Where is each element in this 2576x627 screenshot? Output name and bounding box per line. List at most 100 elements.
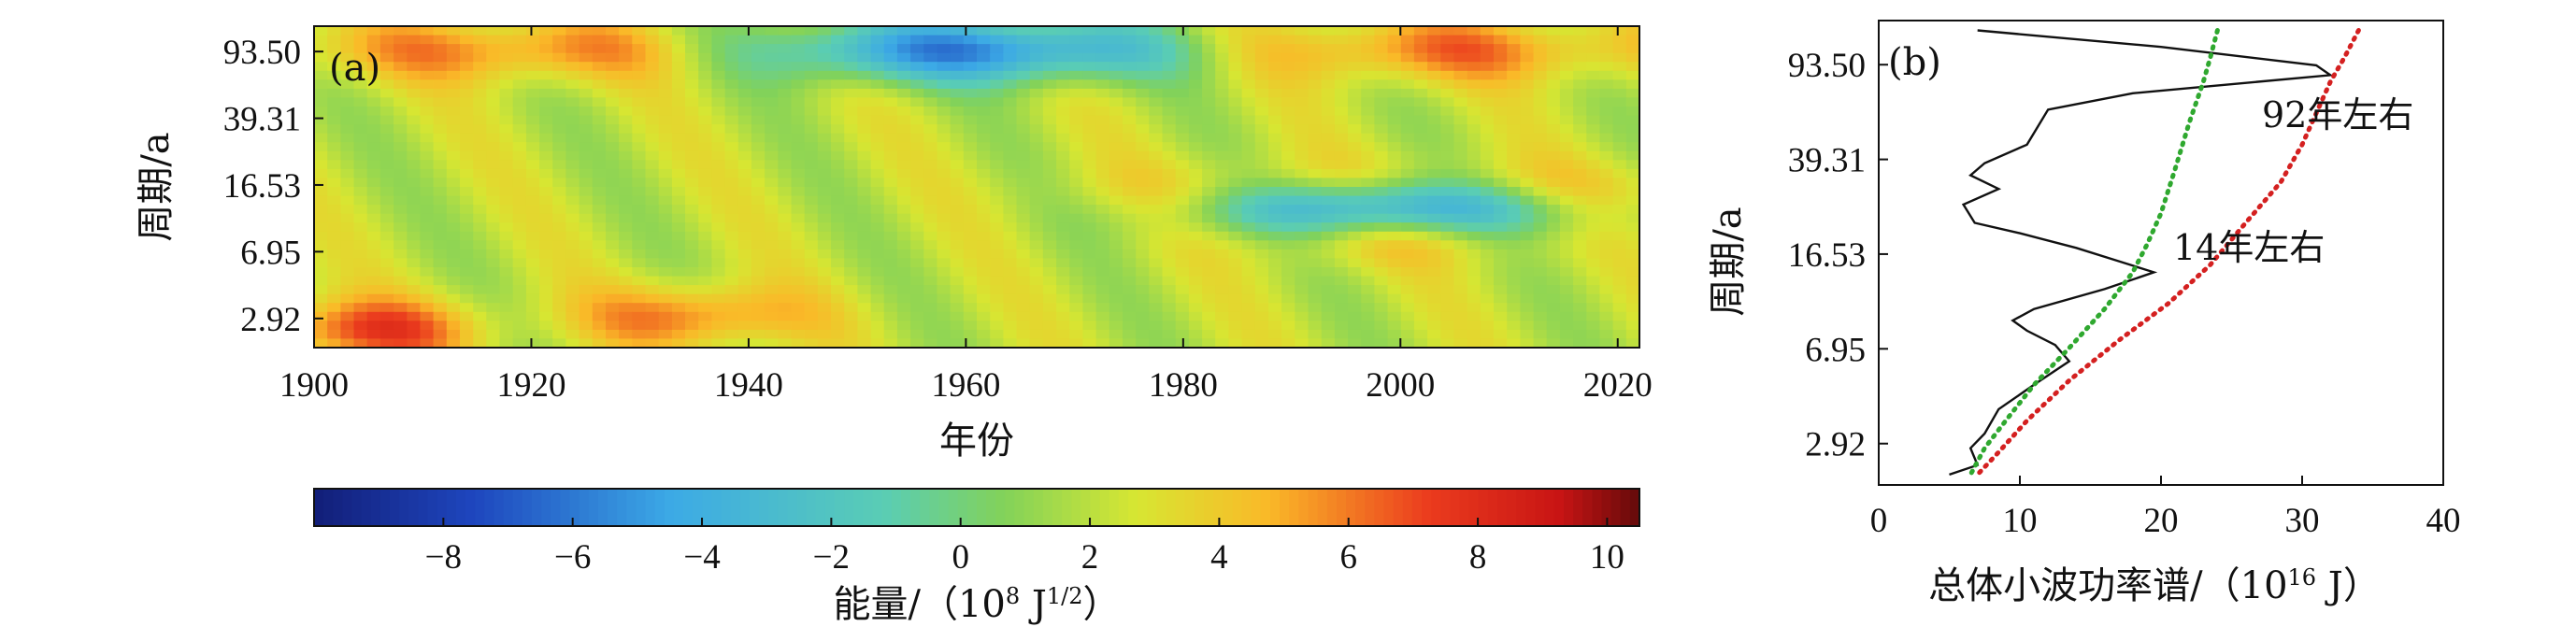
- heatmap-cell: [1533, 168, 1548, 179]
- heatmap-cell: [724, 267, 739, 278]
- heatmap-cell: [1507, 187, 1521, 197]
- heatmap-cell: [844, 240, 858, 250]
- heatmap-cell: [1016, 338, 1031, 348]
- heatmap-cell: [658, 249, 673, 260]
- heatmap-cell: [1559, 303, 1574, 313]
- heatmap-cell: [990, 276, 1004, 286]
- heatmap-cell: [658, 88, 673, 99]
- heatmap-cell: [1202, 293, 1216, 304]
- heatmap-cell: [1268, 44, 1282, 54]
- heatmap-cell: [1387, 160, 1402, 170]
- heatmap-cell: [1334, 205, 1349, 215]
- heatmap-cell: [977, 97, 991, 107]
- heatmap-cell: [1400, 338, 1415, 348]
- heatmap-cell: [724, 52, 739, 63]
- heatmap-cell: [1348, 97, 1362, 107]
- heatmap-cell: [353, 303, 368, 313]
- heatmap-cell: [658, 311, 673, 321]
- heatmap-cell: [1348, 124, 1362, 135]
- panel-a-frame: [313, 25, 1640, 349]
- heatmap-cell: [606, 52, 620, 63]
- heatmap-cell: [1374, 35, 1389, 45]
- heatmap-cell: [751, 187, 766, 197]
- heatmap-cell: [1387, 213, 1402, 223]
- heatmap-cell: [711, 52, 726, 63]
- heatmap-cell: [1136, 44, 1150, 54]
- heatmap-cell: [353, 70, 368, 80]
- heatmap-cell: [1427, 303, 1441, 313]
- heatmap-cell: [1162, 178, 1177, 188]
- heatmap-cell: [1520, 205, 1535, 215]
- heatmap-cell: [1188, 52, 1203, 63]
- heatmap-cell: [1109, 195, 1123, 206]
- heatmap-cell: [1573, 133, 1587, 143]
- heatmap-cell: [592, 321, 607, 331]
- heatmap-cell: [486, 133, 501, 143]
- heatmap-cell: [1042, 52, 1057, 63]
- heatmap-cell: [353, 249, 368, 260]
- heatmap-cell: [433, 267, 448, 278]
- heatmap-cell: [870, 70, 885, 80]
- heatmap-cell: [937, 329, 952, 340]
- heatmap-cell: [1016, 70, 1031, 80]
- heatmap-cell: [619, 115, 633, 125]
- heatmap-cell: [407, 62, 422, 72]
- heatmap-cell: [645, 133, 660, 143]
- heatmap-cell: [327, 285, 341, 295]
- heatmap-cells: [314, 26, 1639, 348]
- heatmap-cell: [539, 35, 553, 45]
- heatmap-cell: [963, 142, 978, 152]
- heatmap-cell: [857, 258, 872, 268]
- heatmap-cell: [1533, 293, 1548, 304]
- heatmap-cell: [923, 168, 938, 179]
- heatmap-cell: [1321, 240, 1336, 250]
- heatmap-cell: [446, 240, 461, 250]
- heatmap-cell: [1334, 213, 1349, 223]
- heatmap-cell: [460, 178, 474, 188]
- heatmap-cell: [923, 240, 938, 250]
- heatmap-cell: [1387, 142, 1402, 152]
- heatmap-cell: [1136, 249, 1150, 260]
- heatmap-cell: [1546, 70, 1561, 80]
- heatmap-cell: [844, 26, 858, 36]
- heatmap-cell: [552, 107, 566, 117]
- heatmap-cell: [1016, 26, 1031, 36]
- heatmap-cell: [778, 168, 793, 179]
- heatmap-cell: [963, 44, 978, 54]
- heatmap-cell: [977, 258, 991, 268]
- heatmap-cell: [552, 267, 566, 278]
- heatmap-cell: [1095, 150, 1110, 161]
- heatmap-cell: [1520, 150, 1535, 161]
- heatmap-cell: [1533, 303, 1548, 313]
- heatmap-cell: [844, 303, 858, 313]
- heatmap-cell: [433, 293, 448, 304]
- heatmap-cell: [1533, 97, 1548, 107]
- heatmap-cell: [1400, 285, 1415, 295]
- heatmap-cell: [1440, 267, 1455, 278]
- heatmap-cell: [1069, 168, 1084, 179]
- heatmap-cell: [963, 311, 978, 321]
- heatmap-cell: [937, 150, 952, 161]
- heatmap-cell: [1533, 150, 1548, 161]
- heatmap-cell: [1573, 88, 1587, 99]
- heatmap-cell: [592, 249, 607, 260]
- heatmap-cell: [579, 240, 594, 250]
- heatmap-cell: [977, 321, 991, 331]
- heatmap-cell: [658, 329, 673, 340]
- heatmap-cell: [1082, 240, 1097, 250]
- heatmap-cell: [658, 115, 673, 125]
- heatmap-cell: [314, 97, 328, 107]
- heatmap-cell: [1334, 285, 1349, 295]
- heatmap-cell: [1056, 205, 1070, 215]
- colorbar-cell: [1232, 489, 1243, 526]
- heatmap-cell: [314, 321, 328, 331]
- heatmap-cell: [1109, 115, 1123, 125]
- heatmap-cell: [804, 26, 819, 36]
- heatmap-cell: [579, 70, 594, 80]
- heatmap-cell: [883, 107, 898, 117]
- heatmap-cell: [1281, 267, 1295, 278]
- heatmap-cell: [433, 329, 448, 340]
- heatmap-cell: [407, 321, 422, 331]
- heatmap-cell: [1082, 142, 1097, 152]
- heatmap-cell: [1573, 338, 1587, 348]
